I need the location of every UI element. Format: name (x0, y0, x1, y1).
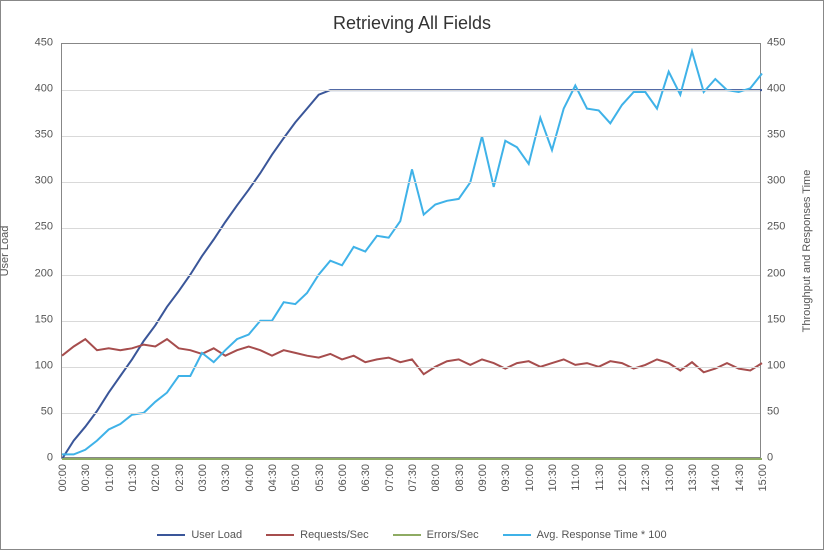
x-tick: 14:30 (734, 464, 746, 492)
y-left-tick: 350 (35, 130, 53, 141)
x-tick: 12:30 (640, 464, 652, 492)
legend-swatch (393, 534, 421, 536)
gridline (62, 321, 760, 322)
x-tick: 13:00 (664, 464, 676, 492)
x-tick: 09:00 (477, 464, 489, 492)
gridline (62, 228, 760, 229)
x-tick: 01:00 (104, 464, 116, 492)
gridline (62, 90, 760, 91)
chart-container: Retrieving All Fields 0 50 100 150 200 250 300… (0, 0, 824, 550)
legend-item: Avg. Response Time * 100 (503, 529, 667, 541)
x-tick: 02:30 (174, 464, 186, 492)
legend-label: Errors/Sec (427, 529, 479, 541)
legend-swatch (266, 534, 294, 536)
series-line (62, 339, 762, 374)
y-axis-right-label: Throughput and Responses Time (801, 169, 813, 332)
x-tick: 04:00 (244, 464, 256, 492)
x-tick: 06:30 (360, 464, 372, 492)
y-left-tick: 300 (35, 176, 53, 187)
x-tick: 06:00 (337, 464, 349, 492)
x-tick: 07:30 (407, 464, 419, 492)
x-tick: 00:30 (80, 464, 92, 492)
x-tick: 10:30 (547, 464, 559, 492)
legend-label: Avg. Response Time * 100 (537, 529, 667, 541)
x-tick: 03:30 (220, 464, 232, 492)
y-right-tick: 250 (767, 222, 785, 233)
y-left-tick: 50 (41, 406, 53, 417)
y-left-tick: 0 (47, 453, 53, 464)
x-tick: 00:00 (57, 464, 69, 492)
plot-area (61, 43, 761, 458)
x-tick: 14:00 (710, 464, 722, 492)
gridline (62, 367, 760, 368)
x-tick: 11:30 (594, 464, 606, 491)
legend: User Load Requests/Sec Errors/Sec Avg. Resp… (1, 529, 823, 541)
chart-lines (62, 44, 762, 459)
legend-item: Errors/Sec (393, 529, 479, 541)
chart-title: Retrieving All Fields (1, 13, 823, 34)
gridline (62, 182, 760, 183)
y-left-tick: 400 (35, 84, 53, 95)
y-right-tick: 200 (767, 268, 785, 279)
x-tick: 03:00 (197, 464, 209, 492)
y-left-tick: 250 (35, 222, 53, 233)
y-right-tick: 0 (767, 453, 773, 464)
x-tick: 05:00 (290, 464, 302, 492)
gridline (62, 275, 760, 276)
legend-swatch (157, 534, 185, 536)
y-right-tick: 350 (767, 130, 785, 141)
x-tick: 12:00 (617, 464, 629, 492)
y-right-tick: 300 (767, 176, 785, 187)
x-tick: 13:30 (687, 464, 699, 492)
y-right-tick: 100 (767, 360, 785, 371)
y-right-tick: 450 (767, 38, 785, 49)
y-left-tick: 450 (35, 38, 53, 49)
y-left-tick: 200 (35, 268, 53, 279)
x-tick: 15:00 (757, 464, 769, 492)
legend-item: User Load (157, 529, 242, 541)
series-line (62, 51, 762, 454)
x-tick: 05:30 (314, 464, 326, 492)
legend-swatch (503, 534, 531, 536)
y-right-tick: 400 (767, 84, 785, 95)
gridline (62, 413, 760, 414)
y-right-tick: 150 (767, 314, 785, 325)
x-tick: 09:30 (500, 464, 512, 492)
x-tick: 01:30 (127, 464, 139, 492)
y-left-tick: 150 (35, 314, 53, 325)
x-tick: 02:00 (150, 464, 162, 492)
gridline (62, 136, 760, 137)
y-right-tick: 50 (767, 406, 779, 417)
x-tick: 08:00 (430, 464, 442, 492)
y-left-tick: 100 (35, 360, 53, 371)
legend-label: Requests/Sec (300, 529, 368, 541)
legend-item: Requests/Sec (266, 529, 368, 541)
x-tick: 04:30 (267, 464, 279, 492)
x-tick: 07:00 (384, 464, 396, 492)
x-tick: 11:00 (570, 464, 582, 491)
y-axis-left-label: User Load (0, 225, 11, 276)
x-tick: 08:30 (454, 464, 466, 492)
legend-label: User Load (191, 529, 242, 541)
x-tick: 10:00 (524, 464, 536, 492)
